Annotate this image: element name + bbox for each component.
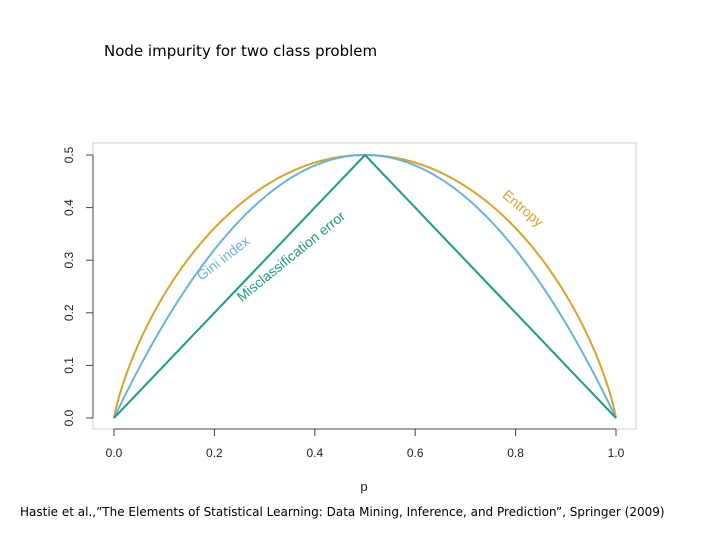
y-axis: 0.0 0.1 0.2 0.3 0.4 0.5 [62, 146, 94, 426]
citation: Hastie et al.,”The Elements of Statistic… [20, 505, 665, 519]
y-tick-label: 0.1 [62, 357, 76, 374]
series-line-gini-index [113, 154, 617, 419]
slide-title: Node impurity for two class problem [104, 42, 378, 60]
x-tick-label: 0.8 [507, 446, 524, 460]
impurity-chart: 0.00.10.20.30.40.5 0.0 0.2 0.4 0.6 0.8 1.0 p … [62, 142, 637, 494]
y-tick-label: 0.2 [62, 304, 76, 321]
x-axis-title: p [360, 479, 367, 494]
y-tick-label: 0.5 [62, 146, 76, 163]
series-line-entropy [113, 154, 617, 419]
plot-frame [92, 142, 637, 430]
series-lines [113, 154, 617, 419]
series-line-misclassification-error [113, 154, 617, 419]
x-tick-label: 1.0 [608, 446, 625, 460]
curve-label-entropy: Entropy [500, 187, 547, 230]
curve-label-misclassification-error: Misclassification error [234, 207, 349, 304]
x-tick-label: 0.0 [106, 446, 123, 460]
y-tick-label: 0.3 [62, 252, 76, 269]
x-tick-label: 0.4 [306, 446, 323, 460]
x-tick-label: 0.2 [206, 446, 223, 460]
x-axis: 0.0 0.2 0.4 0.6 0.8 1.0 [106, 428, 625, 460]
y-tick-label: 0.4 [62, 199, 76, 216]
x-tick-label: 0.6 [407, 446, 424, 460]
y-tick-label: 0.0 [62, 409, 76, 426]
